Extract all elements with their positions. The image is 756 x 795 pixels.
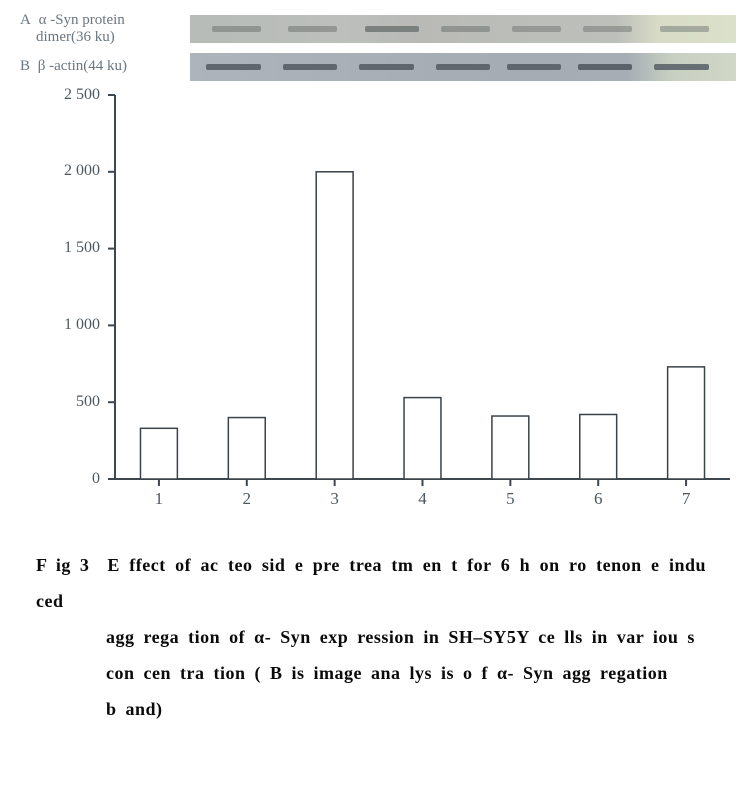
blot-band xyxy=(212,26,261,32)
figure-number: F ig 3 xyxy=(36,547,89,583)
blot-band xyxy=(288,26,337,32)
blot-band xyxy=(283,64,338,70)
x-tick-label: 2 xyxy=(243,489,252,509)
bar xyxy=(228,417,265,478)
blot-b-text: β -actin(44 ku) xyxy=(38,58,127,74)
blot-band xyxy=(660,26,709,32)
y-tick-label: 0 xyxy=(92,470,100,488)
blot-a-text1: α -Syn protein xyxy=(39,12,125,28)
blot-band xyxy=(512,26,561,32)
bar-chart: 0 500 1 000 1 500 2 000 2 500 1 2 3 4 5 6 7 xyxy=(60,87,740,517)
blot-band xyxy=(441,26,490,32)
blot-band xyxy=(507,64,562,70)
y-tick-label: 1 000 xyxy=(64,316,100,334)
blot-band xyxy=(365,26,420,32)
figure-caption: F ig 3E ffect of ac teo sid e pre trea t… xyxy=(20,547,736,727)
blot-a-letter: A xyxy=(20,12,31,29)
x-tick-label: 7 xyxy=(682,489,691,509)
western-blot-row-a: A α -Syn protein dimer(36 ku) xyxy=(20,12,736,47)
y-tick-label: 2 500 xyxy=(64,86,100,104)
blot-band xyxy=(654,64,709,70)
bar xyxy=(404,397,441,478)
caption-line3: con cen tra tion ( B is image ana lys is… xyxy=(36,655,706,691)
x-tick-label: 3 xyxy=(330,489,339,509)
x-tick-label: 1 xyxy=(155,489,164,509)
bar xyxy=(316,171,353,478)
y-tick-label: 500 xyxy=(76,393,100,411)
blot-b-strip xyxy=(190,53,736,81)
bar xyxy=(580,414,617,479)
blot-a-text2: dimer(36 ku) xyxy=(20,29,115,45)
x-tick-label: 6 xyxy=(594,489,603,509)
blot-band xyxy=(359,64,414,70)
blot-band xyxy=(436,64,491,70)
blot-a-label: A α -Syn protein dimer(36 ku) xyxy=(20,12,190,47)
caption-line2: agg rega tion of α- Syn exp ression in S… xyxy=(36,619,706,655)
x-tick-label: 5 xyxy=(506,489,515,509)
blot-a-strip xyxy=(190,15,736,43)
blot-b-label: B β -actin(44 ku) xyxy=(20,58,190,75)
y-tick-label: 2 000 xyxy=(64,162,100,180)
caption-line1: E ffect of ac teo sid e pre trea tm en t… xyxy=(36,555,706,611)
blot-band xyxy=(583,26,632,32)
bar xyxy=(140,428,177,479)
x-tick-label: 4 xyxy=(418,489,427,509)
bar-chart-svg xyxy=(60,87,740,517)
bar xyxy=(668,366,705,478)
blot-band xyxy=(206,64,261,70)
caption-line4: b and) xyxy=(36,691,706,727)
blot-b-letter: B xyxy=(20,58,30,75)
western-blot-row-b: B β -actin(44 ku) xyxy=(20,53,736,81)
bar xyxy=(492,416,529,479)
blot-band xyxy=(578,64,633,70)
y-tick-label: 1 500 xyxy=(64,239,100,257)
